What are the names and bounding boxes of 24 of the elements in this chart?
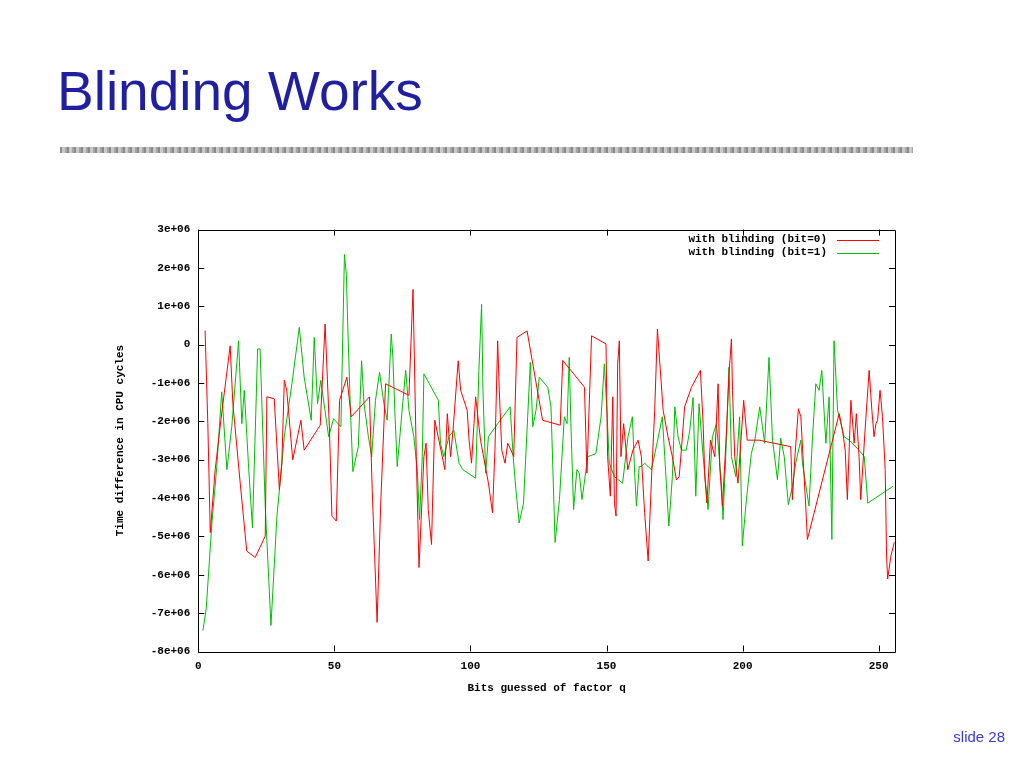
y-tick-label: -1e+06 — [150, 376, 191, 389]
y-tick-label: -8e+06 — [150, 645, 191, 658]
x-tick-label: 100 — [460, 659, 481, 672]
y-axis-title: Time difference in CPU cycles — [114, 344, 127, 537]
x-tick-label: 200 — [732, 659, 753, 672]
y-tick-label: -5e+06 — [150, 530, 191, 543]
x-tick-label: 0 — [195, 659, 202, 672]
y-tick-label: 3e+06 — [157, 223, 191, 236]
y-tick-label: -7e+06 — [150, 606, 191, 619]
y-tick-label: -4e+06 — [150, 491, 191, 504]
x-tick-label: 250 — [868, 659, 889, 672]
y-tick-label: 0 — [183, 338, 191, 351]
x-tick-label: 150 — [596, 659, 617, 672]
y-tick-label: -2e+06 — [150, 415, 191, 428]
y-tick-label: -3e+06 — [150, 453, 191, 466]
y-tick-label: 1e+06 — [157, 300, 191, 313]
y-tick-label: 2e+06 — [157, 261, 191, 274]
x-axis-title: Bits guessed of factor q — [467, 682, 626, 695]
chart-title: Blinding Works — [57, 60, 423, 122]
legend-label: with blinding (bit=1) — [688, 246, 827, 259]
x-tick-label: 50 — [327, 659, 341, 672]
y-tick-label: -6e+06 — [150, 568, 191, 581]
text: slide 28 — [953, 728, 1005, 745]
legend-label: with blinding (bit=0) — [688, 233, 827, 246]
